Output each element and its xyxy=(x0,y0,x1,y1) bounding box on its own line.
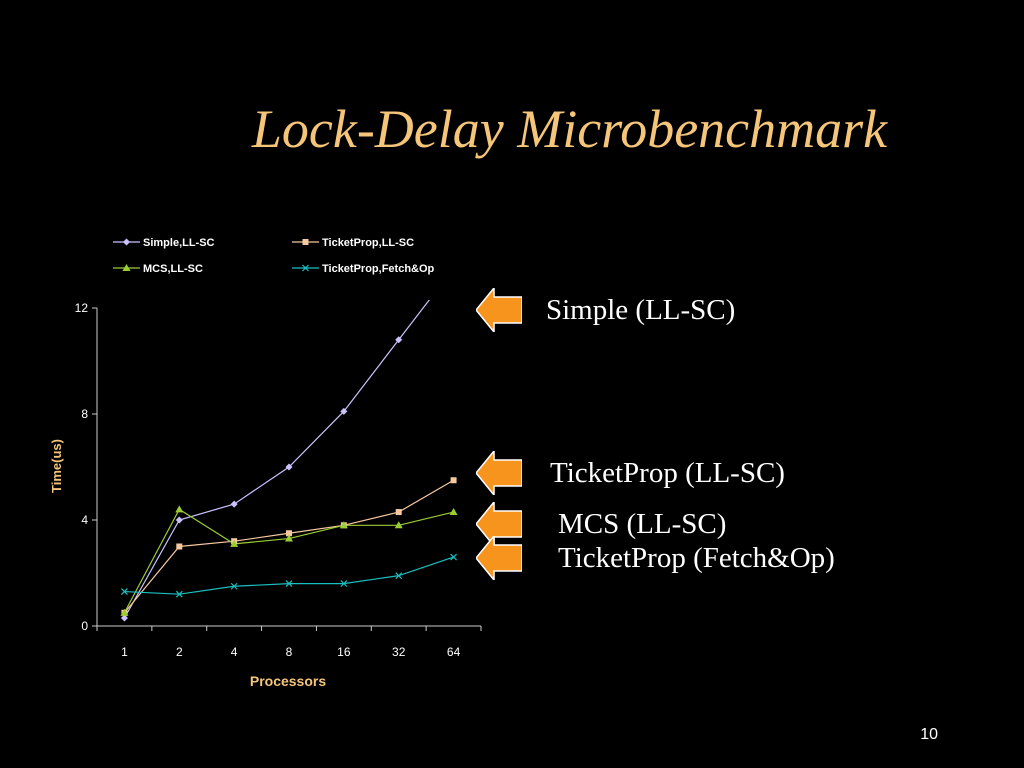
arrow-left-icon xyxy=(476,288,522,332)
data-point xyxy=(285,580,293,588)
legend-label: MCS,LL-SC xyxy=(143,263,203,275)
data-point xyxy=(285,534,293,542)
data-point xyxy=(395,336,403,344)
data-point xyxy=(175,505,184,513)
legend-item: TicketProp,Fetch&Op xyxy=(292,263,435,275)
x-tick-label: 1 xyxy=(121,645,128,659)
legend-label: Simple,LL-SC xyxy=(143,237,215,249)
x-tick-label: 2 xyxy=(176,645,183,659)
x-tick-label: 32 xyxy=(392,645,406,659)
x-marker-stroke xyxy=(340,580,348,588)
legend-item: MCS,LL-SC xyxy=(113,263,203,275)
data-point xyxy=(286,530,292,537)
x-axis-label: Processors xyxy=(250,673,326,689)
data-point xyxy=(120,608,129,616)
callout-label: MCS (LL-SC) xyxy=(558,507,727,540)
series-line xyxy=(123,300,430,619)
data-point xyxy=(176,543,183,550)
callout-ticketprop-fetch-op: TicketProp (Fetch&Op) xyxy=(476,536,835,580)
legend-label: TicketProp,LL-SC xyxy=(322,237,414,249)
y-tick-label: 0 xyxy=(81,619,88,633)
data-point xyxy=(121,588,128,595)
data-point xyxy=(230,582,238,590)
arrow-left-icon xyxy=(476,451,522,495)
data-point xyxy=(450,477,457,484)
legend-label: TicketProp,Fetch&Op xyxy=(322,263,435,275)
x-tick-label: 16 xyxy=(337,645,351,659)
y-tick-label: 8 xyxy=(81,407,88,421)
legend-swatch-marker xyxy=(122,264,131,271)
data-point xyxy=(120,614,128,622)
x-tick-label: 64 xyxy=(447,645,461,659)
chart-markers xyxy=(120,336,458,622)
y-tick-label: 12 xyxy=(75,301,89,315)
x-marker-stroke xyxy=(302,264,309,272)
data-point xyxy=(395,572,403,580)
x-marker-stroke xyxy=(175,590,183,598)
data-point xyxy=(395,509,402,516)
callout-label: TicketProp (LL-SC) xyxy=(550,456,785,489)
series-line xyxy=(123,479,454,614)
callout-ticketprop-ll-sc: TicketProp (LL-SC) xyxy=(476,451,785,495)
x-marker-stroke xyxy=(395,572,403,580)
data-point xyxy=(394,521,403,529)
legend-item: TicketProp,LL-SC xyxy=(292,237,414,249)
legend-swatch-marker xyxy=(123,238,130,246)
x-tick-label: 8 xyxy=(286,645,293,659)
y-axis-label: Time(us) xyxy=(49,439,64,493)
slide-number: 10 xyxy=(920,726,938,743)
series-line xyxy=(123,508,454,614)
data-point xyxy=(230,539,239,547)
legend-swatch-marker xyxy=(302,264,309,272)
x-marker-stroke xyxy=(230,582,238,590)
data-point xyxy=(285,463,293,471)
data-point xyxy=(449,508,458,516)
series-line xyxy=(124,556,454,595)
legend-swatch-marker xyxy=(302,239,309,245)
callout-label: TicketProp (Fetch&Op) xyxy=(558,541,835,574)
legend-item: Simple,LL-SC xyxy=(113,237,215,249)
callout-simple-ll-sc: Simple (LL-SC) xyxy=(476,288,735,332)
x-marker-stroke xyxy=(450,553,457,561)
chart-labels: Processors Time(us) xyxy=(49,439,326,689)
x-tick-label: 4 xyxy=(231,645,238,659)
x-marker-stroke xyxy=(121,588,128,595)
data-point xyxy=(339,521,348,529)
chart-legend: Simple,LL-SC TicketProp,LL-SC MCS,LL-SC Tic… xyxy=(113,237,435,275)
callout-label: Simple (LL-SC) xyxy=(546,293,736,326)
x-marker-stroke xyxy=(285,580,293,588)
data-point xyxy=(230,500,238,508)
chart-series xyxy=(123,300,454,619)
data-point xyxy=(340,407,348,415)
slide-title: Lock-Delay Microbenchmark xyxy=(251,99,888,159)
callout-mcs-ll-sc: MCS (LL-SC) xyxy=(476,502,726,546)
arrow-left-icon xyxy=(476,536,522,580)
data-point xyxy=(340,580,348,588)
data-point xyxy=(175,590,183,598)
data-point xyxy=(450,553,457,561)
y-tick-label: 4 xyxy=(81,513,88,527)
data-point xyxy=(175,516,183,524)
